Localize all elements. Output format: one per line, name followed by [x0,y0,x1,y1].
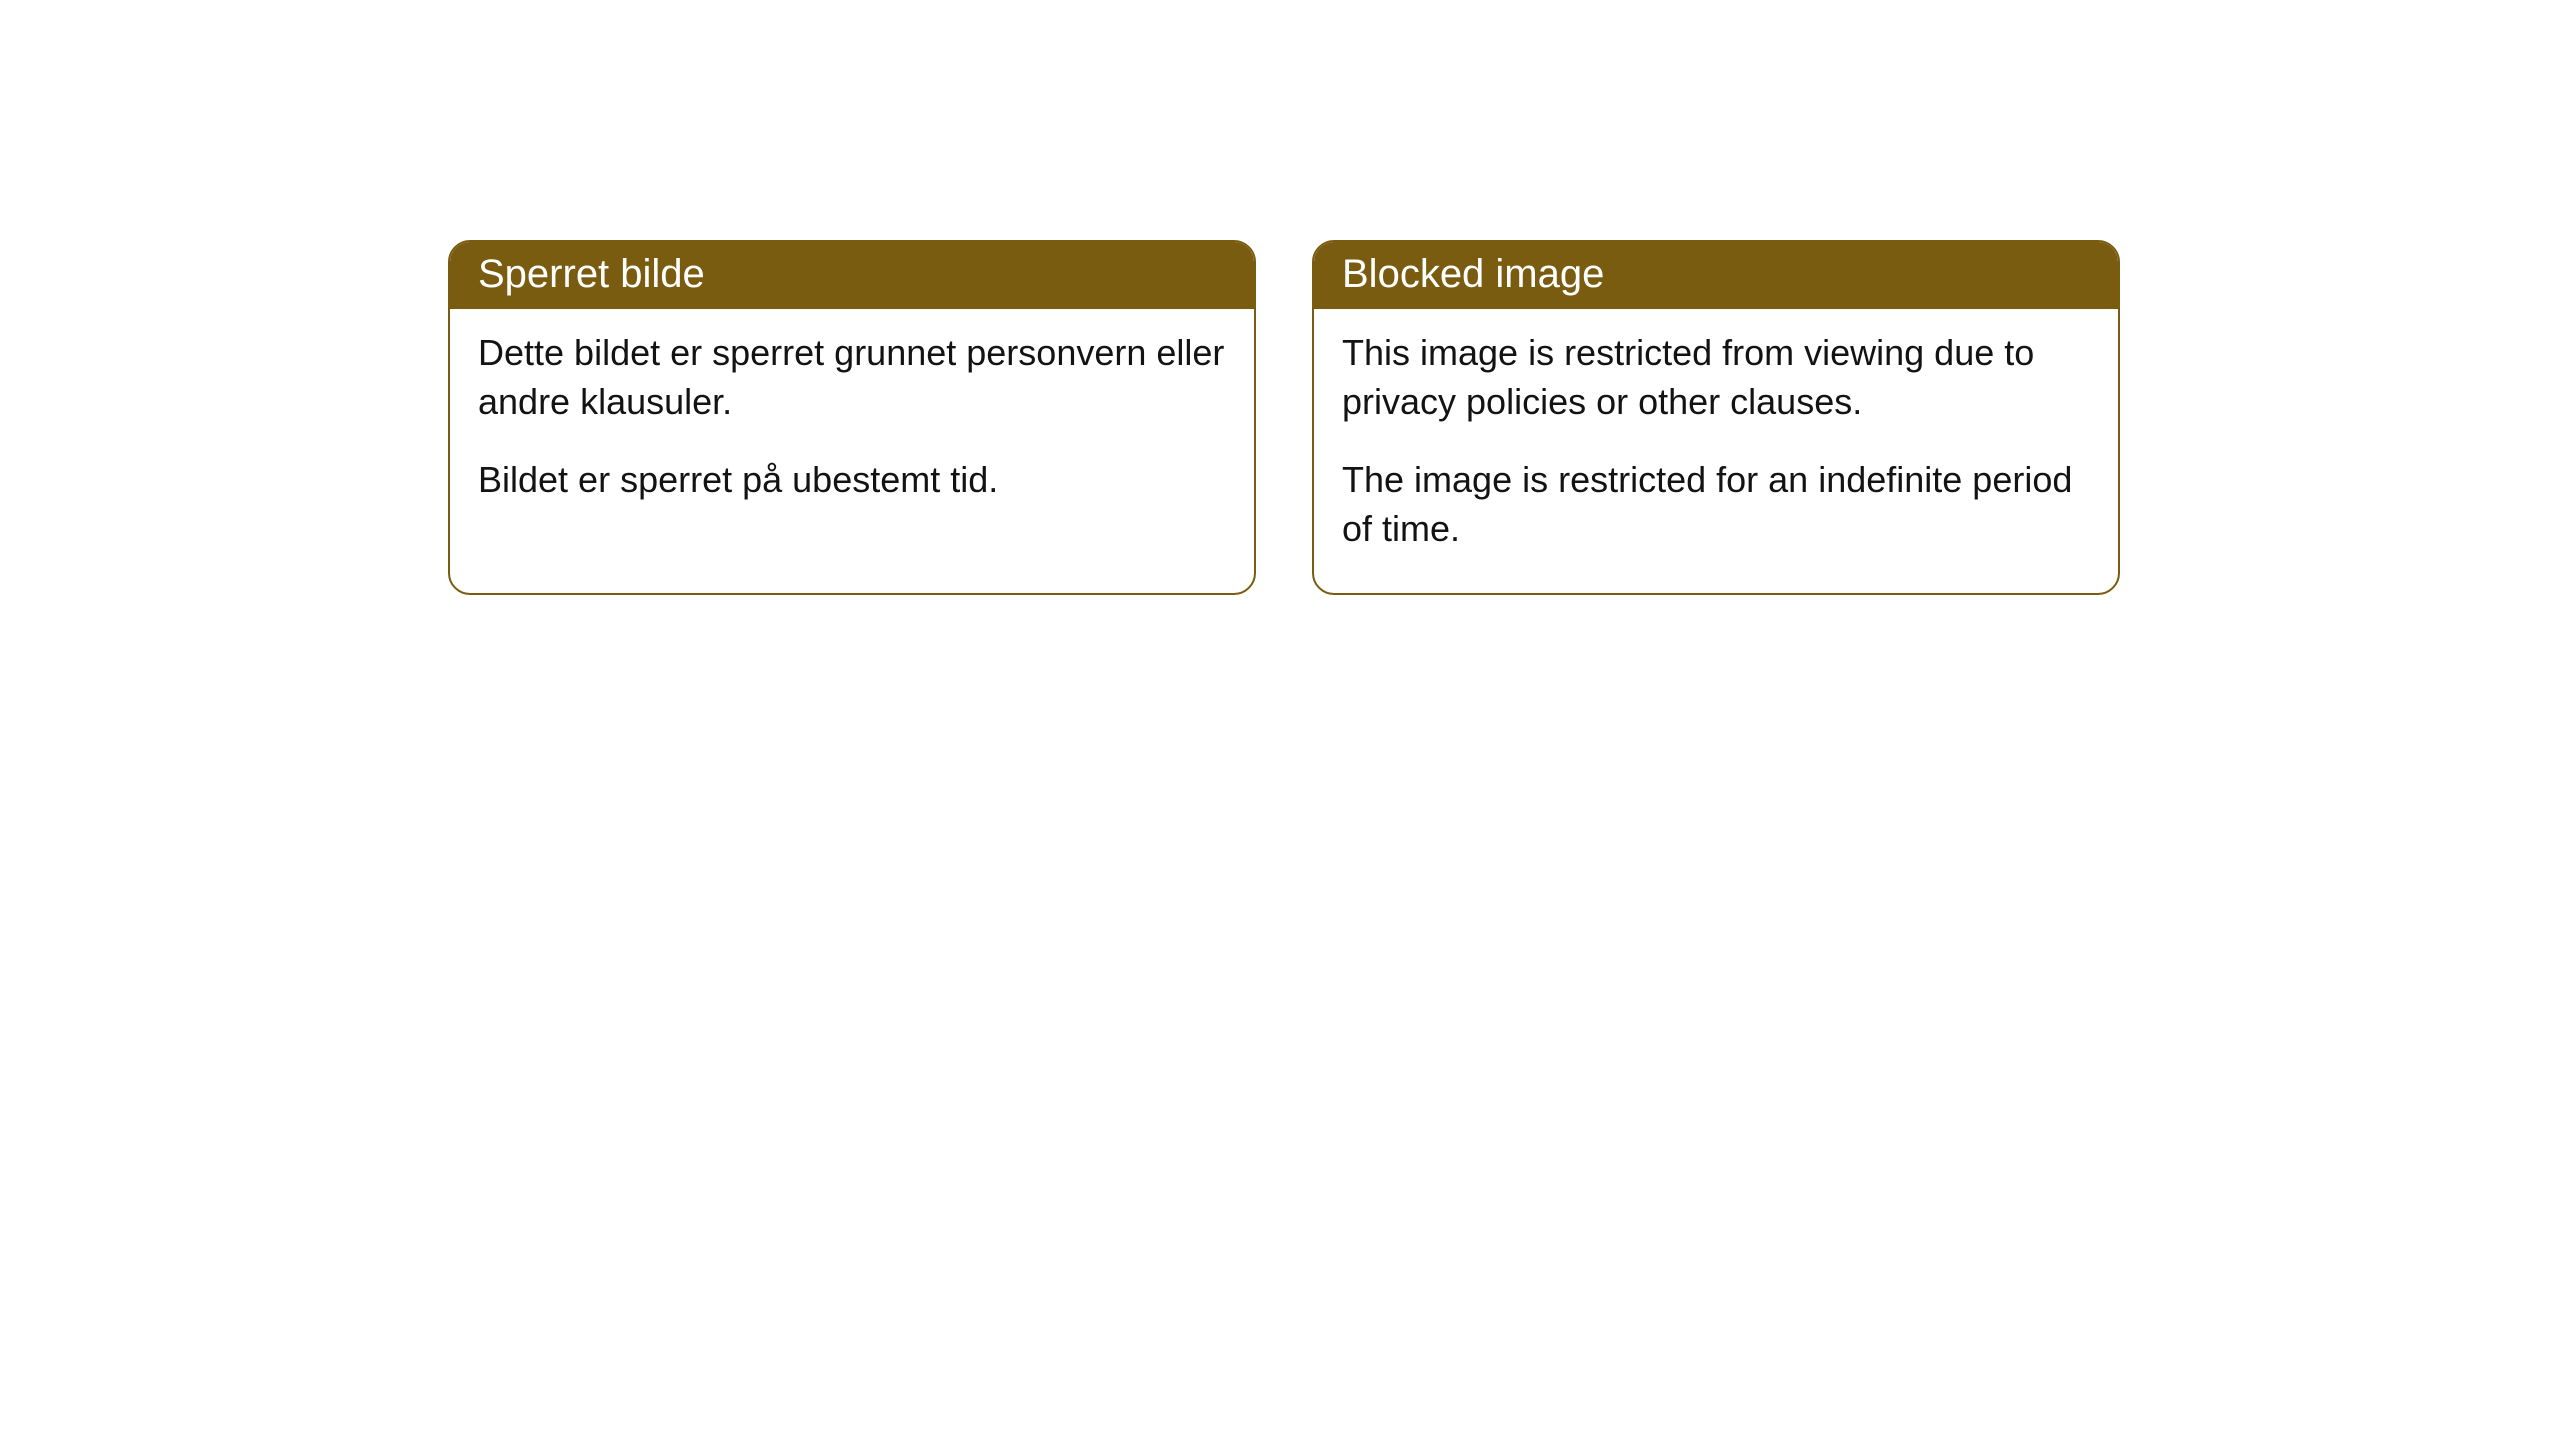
card-paragraph: This image is restricted from viewing du… [1342,329,2090,426]
card-title: Blocked image [1314,242,2118,309]
card-paragraph: Dette bildet er sperret grunnet personve… [478,329,1226,426]
card-title: Sperret bilde [450,242,1254,309]
card-body: This image is restricted from viewing du… [1314,309,2118,593]
notice-cards-container: Sperret bilde Dette bildet er sperret gr… [448,240,2120,595]
card-body: Dette bildet er sperret grunnet personve… [450,309,1254,545]
card-paragraph: Bildet er sperret på ubestemt tid. [478,456,1226,505]
card-paragraph: The image is restricted for an indefinit… [1342,456,2090,553]
notice-card-norwegian: Sperret bilde Dette bildet er sperret gr… [448,240,1256,595]
notice-card-english: Blocked image This image is restricted f… [1312,240,2120,595]
